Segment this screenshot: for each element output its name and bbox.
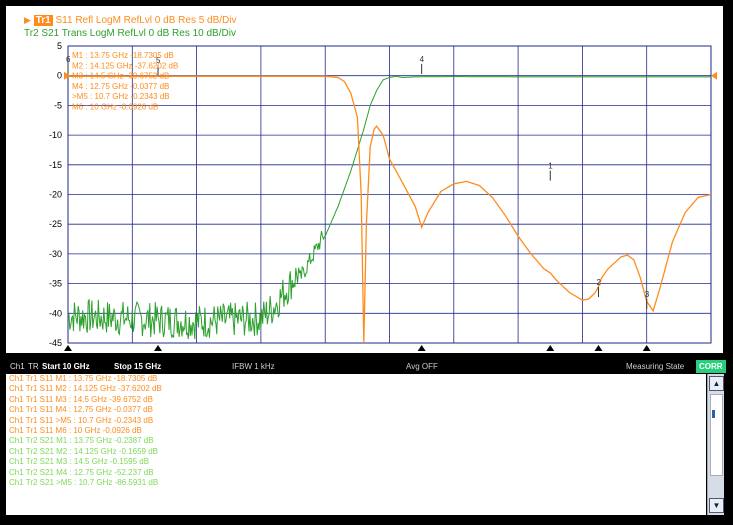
active-trace-arrow-icon: ▶ — [24, 15, 31, 25]
ref-level-right-icon — [711, 72, 717, 80]
marker-table-row[interactable]: Ch1 Tr1 S11 >M5 : 10.7 GHz -0.2343 dB — [6, 416, 706, 426]
marker-position-triangle — [643, 345, 651, 351]
plot-area: 5 0 -5 -10 -15 -20 -25 -30 -35 -40 -45 1 2 3 4 5 6 M1 : 1… — [6, 6, 723, 353]
y-tick-label: -15 — [49, 160, 62, 170]
marker-table-row[interactable]: Ch1 Tr1 S11 M3 : 14.5 GHz -39.6752 dB — [6, 395, 706, 405]
in-plot-marker-readout: M1 : 13.75 GHz -18.7305 dB — [72, 51, 174, 60]
y-tick-label: -35 — [49, 279, 62, 289]
correction-badge: CORR — [696, 360, 726, 373]
stop-frequency[interactable]: Stop 15 GHz — [114, 360, 161, 373]
marker-number: 1 — [548, 162, 553, 171]
in-plot-marker-readout: M4 : 12.75 GHz -0.0377 dB — [72, 82, 169, 91]
scroll-down-icon[interactable]: ▼ — [709, 498, 724, 513]
in-plot-marker-readout: >M5 : 10.7 GHz -0.2343 dB — [72, 92, 170, 101]
marker-table-row[interactable]: Ch1 Tr1 S11 M6 : 10 GHz -0.0926 dB — [6, 426, 706, 436]
scroll-thumb-grip — [712, 410, 715, 418]
measuring-state: Measuring State — [626, 360, 684, 373]
start-frequency[interactable]: Start 10 GHz — [42, 360, 90, 373]
marker-number: 4 — [420, 55, 425, 64]
trace1-header[interactable]: ▶ Tr1 S11 Refl LogM RefLvl 0 dB Res 5 dB… — [24, 14, 237, 27]
status-bar: Ch1 TR Start 10 GHz Stop 15 GHz IFBW 1 k… — [6, 360, 723, 373]
y-tick-label: -5 — [54, 100, 62, 110]
marker-table-row[interactable]: Ch1 Tr2 S21 M3 : 14.5 GHz -0.1595 dB — [6, 457, 706, 467]
y-tick-label: -40 — [49, 308, 62, 318]
marker-position-triangle — [418, 345, 426, 351]
marker-position-triangle — [546, 345, 554, 351]
marker-table-row[interactable]: Ch1 Tr2 S21 >M5 : 10.7 GHz -86.5931 dB — [6, 478, 706, 488]
in-plot-marker-readout: M2 : 14.125 GHz -37.6202 dB — [72, 61, 178, 70]
marker-position-triangle — [594, 345, 602, 351]
y-tick-label: -20 — [49, 190, 62, 200]
marker-table: Ch1 Tr1 S11 M1 : 13.75 GHz -18.7305 dB Ch… — [6, 374, 706, 515]
channel-label[interactable]: Ch1 — [10, 360, 25, 373]
ifbw-setting[interactable]: IFBW 1 kHz — [232, 360, 275, 373]
scroll-thumb[interactable] — [710, 394, 723, 476]
marker-table-row[interactable]: Ch1 Tr1 S11 M1 : 13.75 GHz -18.7305 dB — [6, 374, 706, 384]
y-tick-label: 0 — [57, 71, 62, 81]
trace1-tag[interactable]: Tr1 — [34, 15, 53, 26]
marker-number: 3 — [645, 290, 650, 299]
trace1-settings: S11 Refl LogM RefLvl 0 dB Res 5 dB/Div — [56, 15, 237, 26]
marker-table-row[interactable]: Ch1 Tr1 S11 M4 : 12.75 GHz -0.0377 dB — [6, 405, 706, 415]
y-tick-label: -10 — [49, 130, 62, 140]
in-plot-marker-readout: M3 : 14.5 GHz -39.6752 dB — [72, 72, 169, 81]
marker-table-row[interactable]: Ch1 Tr1 S11 M2 : 14.125 GHz -37.6202 dB — [6, 384, 706, 394]
marker-position-triangle — [154, 345, 162, 351]
in-plot-marker-readout: M6 : 10 GHz -0.0926 dB — [72, 103, 158, 112]
scroll-up-icon[interactable]: ▲ — [709, 376, 724, 391]
averaging-setting[interactable]: Avg OFF — [406, 360, 438, 373]
marker-table-row[interactable]: Ch1 Tr2 S21 M1 : 13.75 GHz -0.2387 dB — [6, 436, 706, 446]
trace2-header[interactable]: Tr2 S21 Trans LogM RefLvl 0 dB Res 10 dB… — [24, 27, 237, 40]
marker-number: 2 — [596, 278, 601, 287]
marker-number: 6 — [66, 55, 71, 64]
y-tick-label: 5 — [57, 41, 62, 51]
y-tick-label: -25 — [49, 219, 62, 229]
trace-mode-label[interactable]: TR — [28, 360, 39, 373]
y-tick-label: -45 — [49, 338, 62, 348]
y-tick-label: -30 — [49, 249, 62, 259]
marker-table-scrollbar[interactable]: ▲ ▼ — [707, 374, 724, 515]
marker-table-row[interactable]: Ch1 Tr2 S21 M2 : 14.125 GHz -0.1659 dB — [6, 447, 706, 457]
marker-table-row[interactable]: Ch1 Tr2 S21 M4 : 12.75 GHz -52.237 dB — [6, 468, 706, 478]
marker-position-triangle — [64, 345, 72, 351]
trace-header: ▶ Tr1 S11 Refl LogM RefLvl 0 dB Res 5 dB… — [24, 14, 237, 40]
